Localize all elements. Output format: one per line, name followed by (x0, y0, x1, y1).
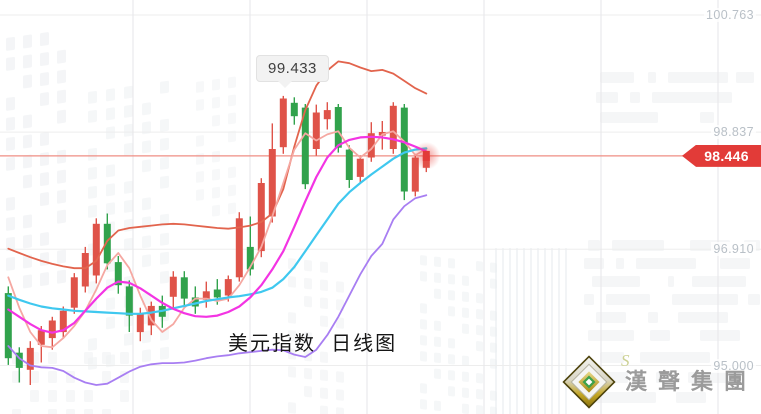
logo-signature: S (620, 351, 630, 370)
current-price-badge: 98.446 (682, 144, 761, 167)
high-annotation-tooltip: 99.433 (256, 55, 329, 88)
logo-text: 漢聲集團 (624, 369, 757, 394)
diamond-logo-icon (562, 355, 616, 409)
company-logo: S 漢聲集團 (561, 351, 757, 411)
current-price-value: 98.446 (704, 147, 749, 164)
chart-title: 美元指数 日线图 (228, 333, 398, 355)
high-annotation-value: 99.433 (268, 60, 317, 77)
